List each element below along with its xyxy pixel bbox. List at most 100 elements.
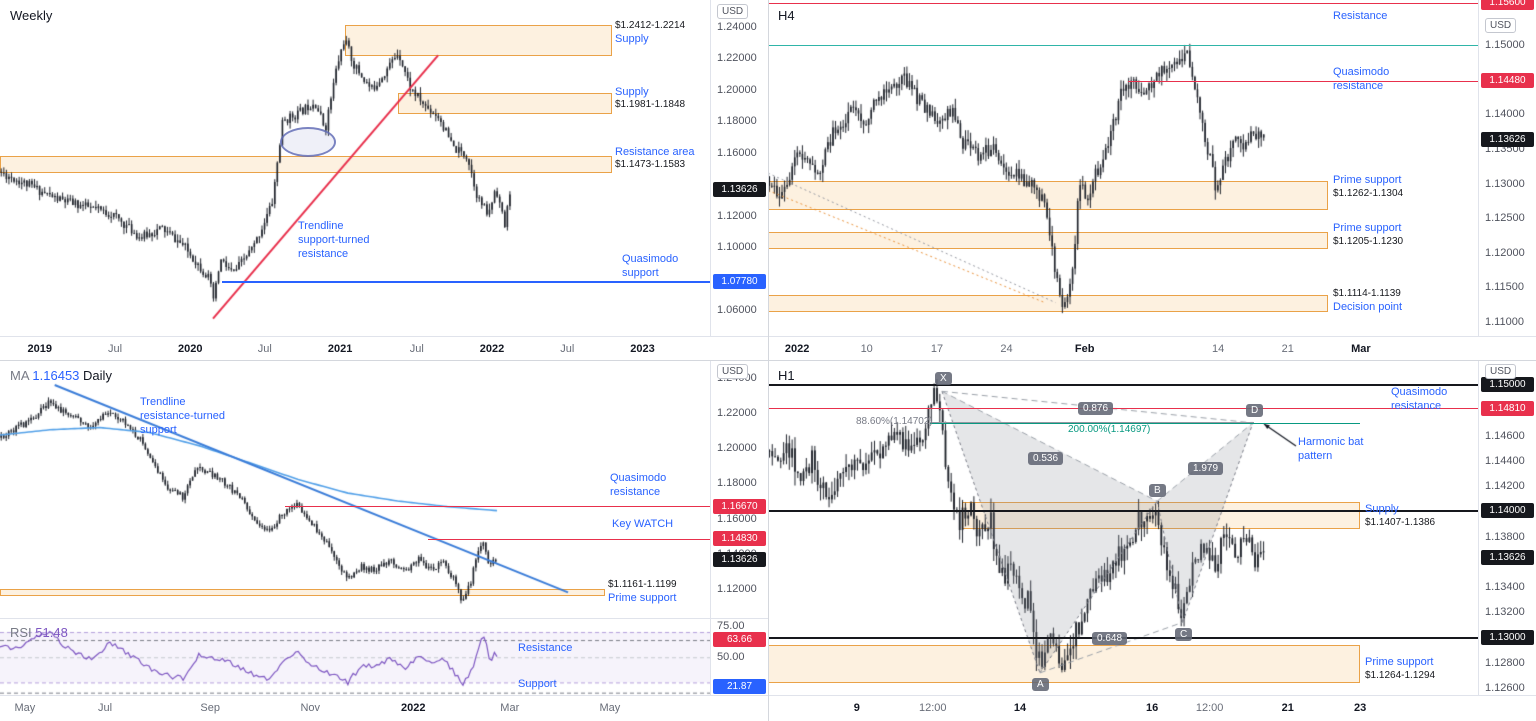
weekly-quasimodo-price-badge: 1.07780 <box>713 274 766 290</box>
h4-prime-support-2-range[interactable]: $1.1205-1.1230 <box>1333 236 1404 247</box>
weekly-resistance-area-title[interactable]: Resistance area <box>615 146 695 158</box>
daily-quasimodo-resistance-line[interactable] <box>284 506 710 508</box>
h1-fib-200-line[interactable] <box>929 422 1361 424</box>
h1-fib-200-label[interactable]: 200.00%(1.14697) <box>1068 424 1151 435</box>
time-tick: 2022 <box>400 702 426 714</box>
weekly-supply-1-title[interactable]: Supply <box>615 33 649 45</box>
price-tick: 1.12000 <box>717 209 757 222</box>
price-tick: 1.11500 <box>1485 281 1524 294</box>
harmonic-fib-0648[interactable]: 0.648 <box>1092 632 1128 645</box>
time-tick: Jul <box>409 343 424 355</box>
daily-indicator-label: MA 1.16453 Daily <box>10 368 112 383</box>
time-tick: 2019 <box>27 343 52 355</box>
weekly-time-axis[interactable]: 2019 Jul 2020 Jul 2021 Jul 2022 Jul 2023 <box>0 336 768 360</box>
daily-plot[interactable]: MA 1.16453 Daily RSI 51.48 Trendline resi… <box>0 360 710 695</box>
h4-prime-support-2-title[interactable]: Prime support <box>1333 222 1402 234</box>
daily-currency-label: USD <box>717 364 749 379</box>
h4-price-axis[interactable]: USD 1.15000 1.14000 1.13500 1.13000 1.12500 1.… <box>1478 0 1536 336</box>
time-tick: 24 <box>1000 343 1013 355</box>
time-tick: Jul <box>560 343 575 355</box>
h4-prime-support-1-title[interactable]: Prime support <box>1333 174 1402 186</box>
h1-level-1140-line[interactable] <box>768 510 1478 513</box>
h1-level-1150-line[interactable] <box>768 384 1478 386</box>
h4-teal-level-line[interactable] <box>768 44 1478 46</box>
weekly-plot[interactable]: Weekly $1.2412-1.2214 Supply Supply $1.1981… <box>0 0 710 336</box>
h1-time-axis[interactable]: 9 12:00 14 16 12:00 21 23 <box>768 695 1536 721</box>
h4-time-axis[interactable]: 2022 10 17 24 Feb 14 21 Mar <box>768 336 1536 360</box>
harmonic-fib-0536[interactable]: 0.536 <box>1028 452 1064 465</box>
h4-prime-support-1-range[interactable]: $1.1262-1.1304 <box>1333 188 1404 199</box>
weekly-quasimodo-support-line[interactable] <box>222 281 710 284</box>
price-tick: 1.20000 <box>717 83 757 96</box>
weekly-price-axis[interactable]: USD 1.24000 1.22000 1.20000 1.18000 1.16000 1.… <box>710 0 768 336</box>
daily-prime-support-range[interactable]: $1.1161-1.1199 <box>608 579 677 590</box>
daily-trendline-label[interactable]: Trendline resistance-turned support <box>140 396 225 436</box>
h4-quasimodo-label[interactable]: Quasimodo resistance <box>1333 66 1390 92</box>
h4-resistance-badge: 1.15600 <box>1481 0 1534 11</box>
weekly-quasimodo-label[interactable]: Quasimodo support <box>622 253 679 279</box>
price-tick: 1.15000 <box>1485 39 1525 51</box>
price-tick: 1.13800 <box>1485 530 1525 543</box>
h1-quasimodo-badge: 1.14810 <box>1481 400 1534 416</box>
harmonic-point-b[interactable]: B <box>1149 484 1166 497</box>
h4-quasimodo-resistance-line[interactable] <box>1127 80 1478 82</box>
daily-quasimodo-badge: 1.16670 <box>713 498 766 514</box>
harmonic-fib-0876[interactable]: 0.876 <box>1078 402 1114 415</box>
rsi-indicator-label: RSI 51.48 <box>10 625 68 640</box>
h1-supply-range[interactable]: $1.1407-1.1386 <box>1365 517 1436 528</box>
h4-resistance-line[interactable] <box>768 2 1478 4</box>
time-tick: Nov <box>300 702 321 714</box>
daily-quasimodo-label[interactable]: Quasimodo resistance <box>610 472 667 498</box>
time-tick: May <box>14 702 36 714</box>
weekly-supply-2-range[interactable]: $1.1981-1.1848 <box>615 99 686 110</box>
weekly-trendline-label[interactable]: Trendline support-turned resistance <box>298 220 370 260</box>
weekly-currency-label: USD <box>717 4 749 19</box>
h4-resistance-label[interactable]: Resistance <box>1333 10 1388 22</box>
price-tick: 1.13200 <box>1485 606 1525 619</box>
h1-plot[interactable]: H1 Quasimodo resistance 88.60%(1.14702) 200… <box>768 360 1478 695</box>
daily-key-watch-line[interactable] <box>428 538 710 540</box>
harmonic-point-c[interactable]: C <box>1175 628 1193 641</box>
h4-plot[interactable]: H4 Resistance Quasimodo resistance Prime su… <box>768 0 1478 336</box>
consolidation-ellipse[interactable] <box>280 127 336 157</box>
price-tick: 1.12500 <box>1485 212 1525 225</box>
h4-decision-point-range[interactable]: $1.1114-1.1139 <box>1333 288 1401 299</box>
h1-fib-886-label[interactable]: 88.60%(1.14702) <box>856 416 933 427</box>
h4-interval-label: H4 <box>778 8 795 23</box>
daily-price-axis[interactable]: USD1.240001.220001.200001.180001.160001.… <box>710 360 768 695</box>
h1-fib-886-line[interactable] <box>929 422 1255 424</box>
time-tick: 10 <box>860 343 873 355</box>
h1-prime-support-title[interactable]: Prime support <box>1365 656 1434 668</box>
time-tick: 2020 <box>178 343 203 355</box>
daily-key-watch-label[interactable]: Key WATCH <box>612 518 674 530</box>
h1-quasimodo-resistance-line[interactable] <box>768 408 1478 410</box>
weekly-resistance-area-range[interactable]: $1.1473-1.1583 <box>615 159 686 170</box>
h4-decision-point-title[interactable]: Decision point <box>1333 301 1403 313</box>
panel-divider-horizontal[interactable] <box>0 360 1536 361</box>
daily-time-axis[interactable]: May Jul Sep Nov 2022 Mar May <box>0 695 768 721</box>
rsi-tick: 50.00 <box>717 651 745 664</box>
price-tick: 1.12000 <box>1485 246 1525 259</box>
harmonic-point-d[interactable]: D <box>1246 404 1264 417</box>
price-tick: 1.13000 <box>1485 177 1525 190</box>
rsi-resistance-label[interactable]: Resistance <box>518 642 573 654</box>
h1-price-axis[interactable]: USD 1.14600 1.14400 1.14200 1.13800 1.13400 1.… <box>1478 360 1536 695</box>
harmonic-fib-1979[interactable]: 1.979 <box>1188 462 1224 475</box>
daily-prime-support-title[interactable]: Prime support <box>608 592 677 604</box>
harmonic-point-x[interactable]: X <box>935 372 952 385</box>
weekly-supply-2-title[interactable]: Supply <box>615 86 649 98</box>
h1-quasimodo-label[interactable]: Quasimodo resistance <box>1391 386 1448 412</box>
daily-last-price-badge: 1.13626 <box>713 552 766 568</box>
time-tick: Feb <box>1074 343 1095 355</box>
harmonic-point-a[interactable]: A <box>1032 678 1049 691</box>
time-tick: Sep <box>200 702 220 714</box>
rsi-resistance-badge: 63.66 <box>713 632 766 648</box>
time-tick: Jul <box>98 702 113 714</box>
weekly-supply-1-range[interactable]: $1.2412-1.2214 <box>615 20 686 31</box>
h1-supply-title[interactable]: Supply <box>1365 503 1399 515</box>
panel-h1: H1 Quasimodo resistance 88.60%(1.14702) 200… <box>768 360 1536 721</box>
rsi-value: 51.48 <box>35 625 68 640</box>
h1-prime-support-range[interactable]: $1.1264-1.1294 <box>1365 670 1436 681</box>
rsi-support-label[interactable]: Support <box>518 678 557 690</box>
h1-harmonic-label[interactable]: Harmonic bat pattern <box>1298 436 1364 462</box>
